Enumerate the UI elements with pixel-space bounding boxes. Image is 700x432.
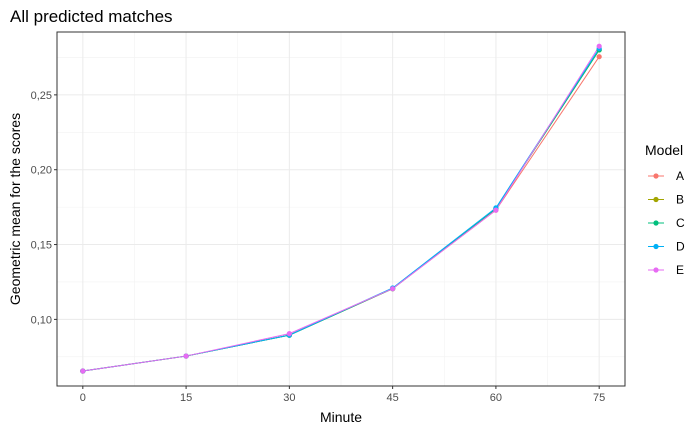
y-tick-label: 0,10 — [31, 314, 52, 326]
x-tick-label: 60 — [490, 392, 502, 404]
y-tick-label: 0,20 — [31, 165, 52, 177]
data-point-E — [596, 43, 602, 49]
legend-label-E: E — [676, 263, 684, 277]
panel-border — [56, 31, 626, 387]
data-point-E — [183, 353, 189, 359]
chart-title: All predicted matches — [10, 7, 173, 26]
data-point-E — [390, 286, 396, 292]
x-tick-label: 75 — [593, 392, 605, 404]
y-tick-label: 0,25 — [31, 90, 52, 102]
legend-key-point-A — [653, 173, 659, 179]
data-point-E — [493, 207, 499, 213]
x-tick-label: 0 — [80, 392, 86, 404]
x-tick-label: 30 — [283, 392, 295, 404]
data-point-A — [596, 54, 602, 60]
x-tick-label: 15 — [180, 392, 192, 404]
legend-key-point-C — [653, 220, 659, 226]
legend-key-point-D — [653, 243, 659, 250]
x-tick-label: 45 — [387, 392, 399, 404]
legend-label-C: C — [676, 216, 685, 230]
x-axis-title: Minute — [320, 409, 362, 425]
legend-label-B: B — [676, 193, 684, 207]
legend-title: Model — [645, 142, 683, 158]
legend-label-A: A — [676, 169, 684, 183]
y-tick-label: 0,15 — [31, 240, 52, 252]
legend-key-point-B — [653, 196, 659, 203]
data-point-E — [80, 368, 86, 374]
y-axis-title: Geometric mean for the scores — [7, 113, 23, 305]
legend-label-D: D — [676, 240, 685, 254]
plot-panel — [56, 31, 626, 387]
legend-key-point-E — [653, 267, 659, 273]
data-point-E — [286, 331, 292, 337]
series-line-E — [82, 45, 600, 372]
